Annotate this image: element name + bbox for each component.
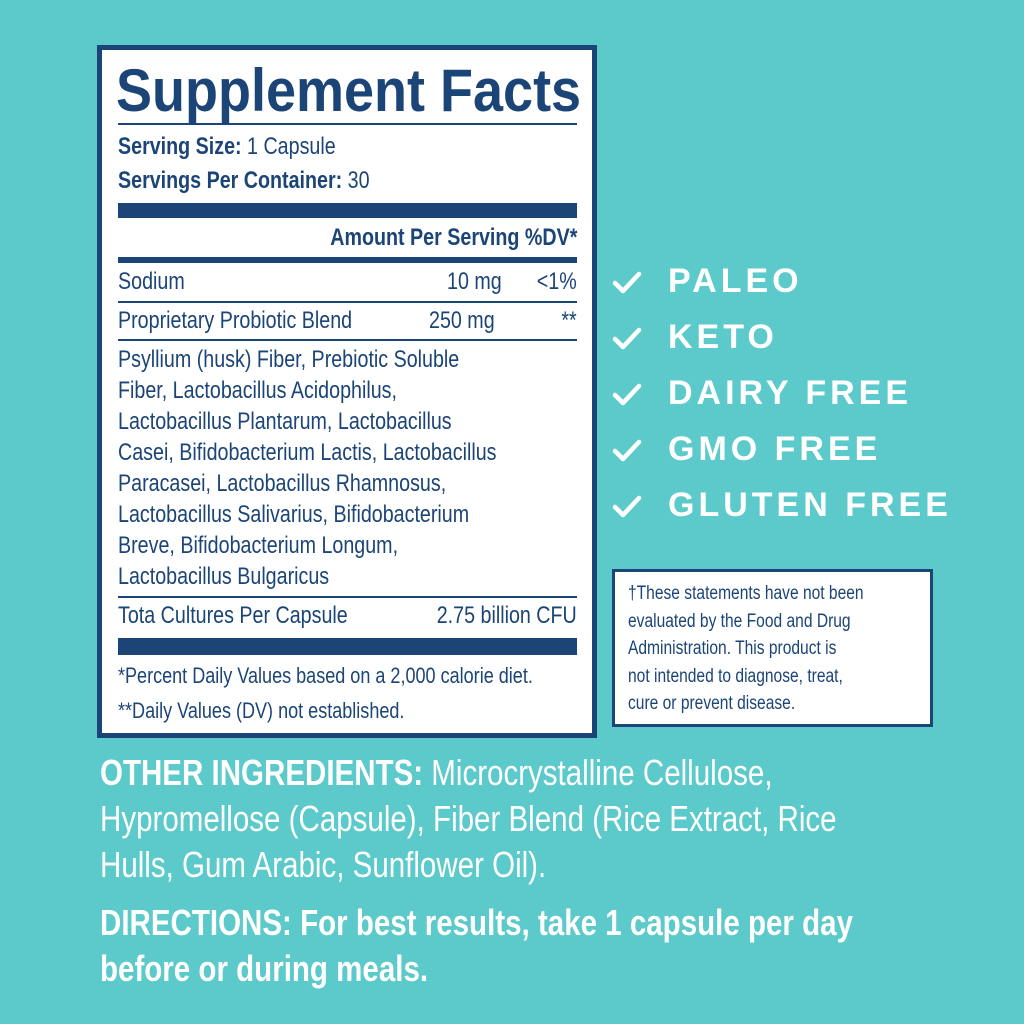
check-icon: [612, 439, 642, 462]
other-ingredients-line: Hulls, Gum Arabic, Sunflower Oil).: [100, 844, 547, 885]
check-icon: [612, 271, 642, 294]
ingredient-line: Fiber, Lactobacillus Acidophilus,: [118, 377, 397, 404]
serving-size: Serving Size: 1 Capsule: [118, 133, 336, 161]
thick-divider: [118, 203, 577, 218]
other-ingredients-line: Hypromellose (Capsule), Fiber Blend (Ric…: [100, 798, 837, 839]
blend-ingredients: Psyllium (husk) Fiber, Prebiotic Soluble…: [118, 344, 496, 592]
ingredient-line: Breve, Bifidobacterium Longum,: [118, 532, 399, 559]
ingredient-line: Lactobacillus Bulgaricus: [118, 563, 330, 590]
servings-value: 30: [342, 167, 370, 194]
thick-divider: [118, 638, 577, 655]
disclaimer-line: cure or prevent disease.: [628, 693, 796, 714]
divider: [118, 301, 577, 303]
serving-size-label: Serving Size:: [118, 133, 242, 160]
claim-keto: KETO: [668, 318, 778, 356]
nutrient-amount: 10 mg: [447, 268, 502, 295]
amount-header-text: Amount Per Serving %DV*: [329, 224, 577, 251]
divider: [118, 596, 577, 598]
claim-gmo-free: GMO FREE: [668, 430, 882, 468]
disclaimer-line: Administration. This product is: [628, 638, 837, 659]
servings-per-container: Servings Per Container: 30: [118, 167, 370, 195]
check-icon: [612, 495, 642, 518]
claim-gluten-free: GLUTEN FREE: [668, 486, 952, 524]
claim-dairy-free: DAIRY FREE: [668, 374, 913, 412]
medium-divider: [118, 257, 577, 263]
other-ingredients-label: OTHER INGREDIENTS:: [100, 752, 424, 793]
cultures-value: 2.75 billion CFU: [436, 602, 577, 629]
divider: [118, 123, 577, 125]
check-icon: [612, 327, 642, 350]
disclaimer-text: †These statements have not been evaluate…: [628, 580, 864, 718]
ingredient-line: Lactobacillus Plantarum, Lactobacillus: [118, 408, 452, 435]
disclaimer-line: †These statements have not been: [628, 583, 864, 604]
footnote-dv: *Percent Daily Values based on a 2,000 c…: [118, 663, 533, 688]
disclaimer-box: [612, 569, 933, 727]
ingredient-line: Casei, Bifidobacterium Lactis, Lactobaci…: [118, 439, 497, 466]
disclaimer-line: not intended to diagnose, treat,: [628, 665, 843, 687]
disclaimer-line: evaluated by the Food and Drug: [628, 610, 851, 632]
directions-line: before or during meals.: [100, 948, 429, 989]
nutrient-dv: **: [561, 307, 577, 334]
directions-line: DIRECTIONS: For best results, take 1 cap…: [100, 902, 853, 943]
ingredient-line: Lactobacillus Salivarius, Bifidobacteriu…: [118, 501, 470, 528]
cultures-row: Tota Cultures Per Capsule 2.75 billion C…: [118, 602, 577, 630]
divider: [118, 339, 577, 341]
nutrient-name: Proprietary Probiotic Blend: [118, 307, 353, 334]
nutrient-row-blend: Proprietary Probiotic Blend 250 mg **: [118, 307, 577, 335]
check-icon: [612, 383, 642, 406]
claim-paleo: PALEO: [668, 262, 803, 300]
serving-size-value: 1 Capsule: [241, 133, 336, 160]
nutrient-row-sodium: Sodium 10 mg <1%: [118, 268, 577, 296]
amount-header: Amount Per Serving %DV*: [118, 224, 577, 252]
other-ingredients: OTHER INGREDIENTS: Microcrystalline Cell…: [100, 750, 837, 888]
nutrient-amount: 250 mg: [429, 307, 495, 334]
nutrient-dv: <1%: [537, 268, 577, 295]
ingredient-line: Psyllium (husk) Fiber, Prebiotic Soluble: [118, 346, 460, 373]
cultures-label: Tota Cultures Per Capsule: [118, 602, 348, 629]
supplement-facts-panel: [97, 45, 597, 738]
servings-label: Servings Per Container:: [118, 167, 343, 194]
panel-title: Supplement Facts: [116, 57, 582, 124]
footnote-not-established: **Daily Values (DV) not established.: [118, 698, 405, 723]
nutrient-name: Sodium: [118, 268, 185, 295]
other-ingredients-line: Microcrystalline Cellulose,: [423, 752, 773, 793]
directions: DIRECTIONS: For best results, take 1 cap…: [100, 900, 853, 992]
ingredient-line: Paracasei, Lactobacillus Rhamnosus,: [118, 470, 447, 497]
